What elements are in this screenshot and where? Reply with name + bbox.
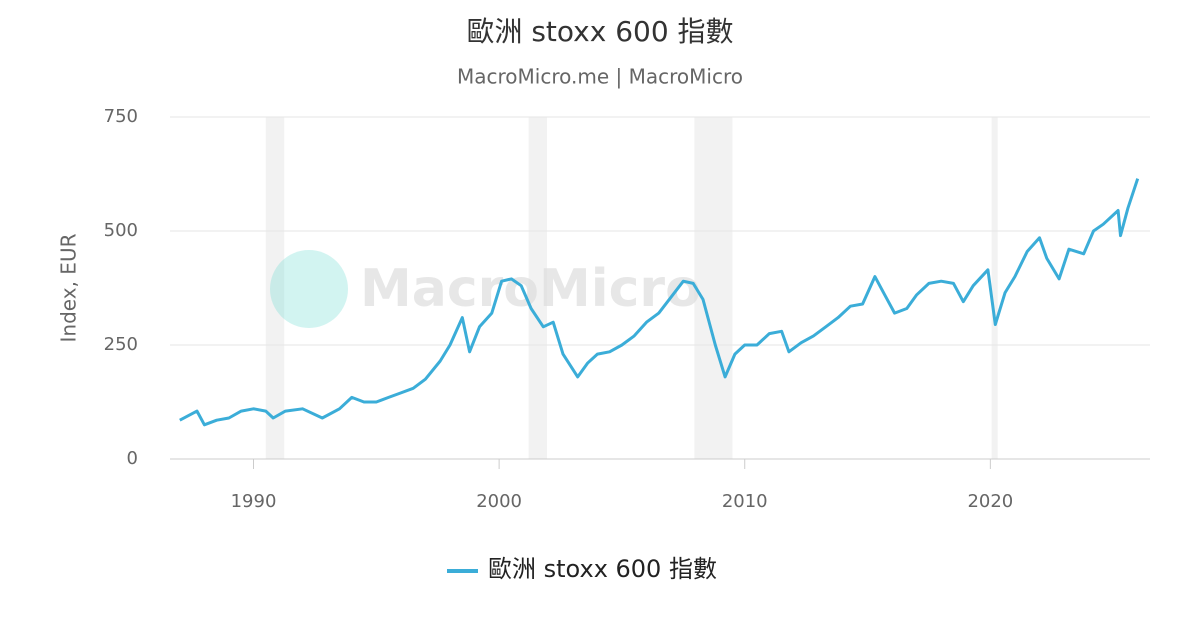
watermark-icon	[270, 250, 348, 328]
watermark-logo: MacroMicro	[270, 250, 701, 328]
recession-band	[265, 117, 285, 459]
legend-label: 歐洲 stoxx 600 指數	[488, 555, 717, 583]
x-tick-label: 2000	[476, 491, 522, 512]
y-tick-label: 750	[104, 106, 138, 127]
x-tick-label: 1990	[231, 491, 277, 512]
recession-band	[991, 117, 998, 459]
y-axis-label: Index, EUR	[57, 233, 81, 342]
data-line	[179, 178, 1140, 427]
x-tick-label: 2010	[722, 491, 768, 512]
y-tick-label: 250	[104, 334, 138, 355]
y-tick-label: 500	[104, 220, 138, 241]
y-tick-label: 0	[127, 448, 138, 469]
recession-band	[528, 117, 548, 459]
recession-band	[694, 117, 733, 459]
x-tick-label: 2020	[967, 491, 1013, 512]
chart-title: 歐洲 stoxx 600 指數	[466, 15, 733, 48]
chart-subtitle: MacroMicro.me | MacroMicro	[457, 65, 743, 89]
